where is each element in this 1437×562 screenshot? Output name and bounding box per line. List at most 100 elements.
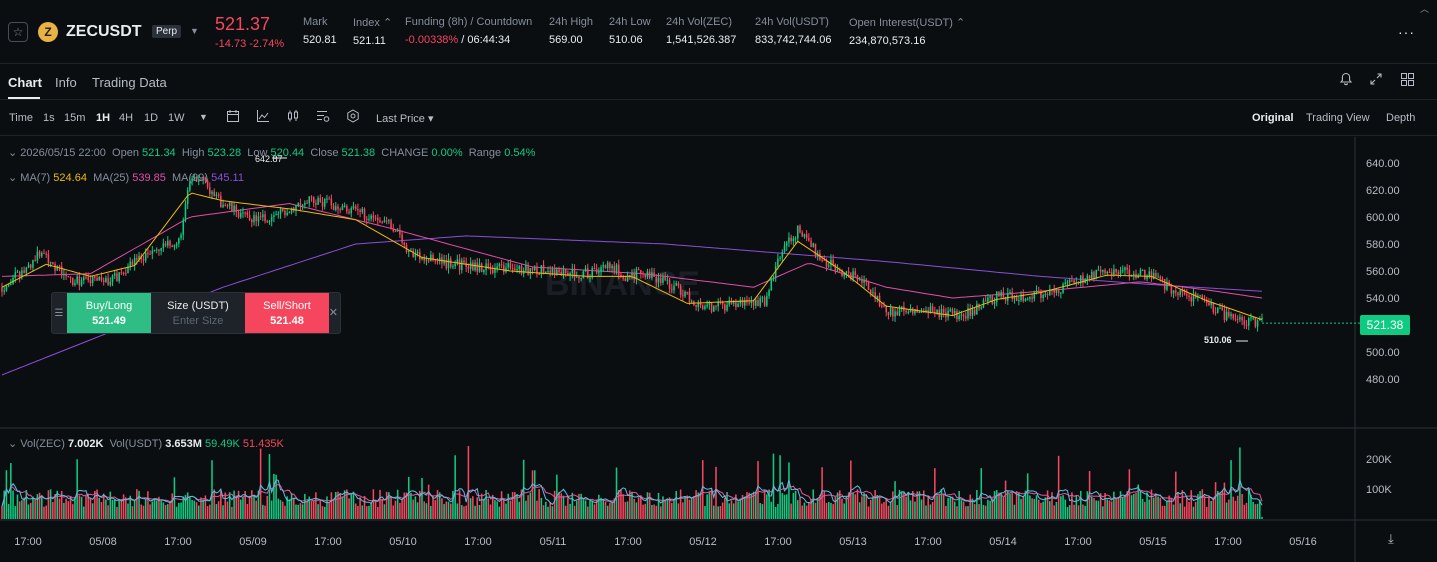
tab-info[interactable]: Info xyxy=(55,75,77,90)
price-chart[interactable]: BINANCE 640.00620.00600.00580.00560.0054… xyxy=(0,137,1437,562)
volume-bar xyxy=(332,499,335,519)
more-options-icon[interactable]: ··· xyxy=(1398,24,1415,40)
legend-collapse-icon[interactable]: ⌄ xyxy=(8,172,18,184)
candle-body xyxy=(856,275,859,280)
candle-body xyxy=(144,252,147,261)
candle-body xyxy=(869,289,872,293)
candle-body xyxy=(500,264,503,266)
chevron-up-icon[interactable]: ︿ xyxy=(1419,4,1429,14)
scroll-to-latest-icon[interactable]: ⤓ xyxy=(1388,531,1394,546)
tab-chart[interactable]: Chart xyxy=(8,75,42,90)
interval-dropdown-icon[interactable]: ▼ xyxy=(199,112,208,122)
volume-bar xyxy=(1015,491,1018,519)
volume-bar xyxy=(887,505,890,519)
candle-body xyxy=(737,303,739,308)
candle-body xyxy=(503,265,505,273)
legend-collapse-icon[interactable]: ⌄ xyxy=(8,147,18,159)
candle-body xyxy=(419,252,421,260)
interval-time[interactable]: Time xyxy=(9,112,34,124)
volume-bar xyxy=(222,505,224,519)
candle-body xyxy=(1175,290,1177,293)
current-price-tag: 521.38 xyxy=(1360,315,1410,335)
bell-icon[interactable] xyxy=(1337,72,1355,90)
star-icon[interactable]: ☆ xyxy=(8,22,28,42)
sell-short-button[interactable]: Sell/Short 521.48 xyxy=(245,293,329,333)
volume-bar xyxy=(863,493,865,519)
candle-body xyxy=(1128,269,1131,277)
view-original[interactable]: Original xyxy=(1252,112,1294,124)
close-icon[interactable]: ✕ xyxy=(328,307,338,319)
candle-body xyxy=(436,260,439,262)
candle-body xyxy=(1137,275,1139,278)
candle-body xyxy=(540,265,543,275)
candle-body xyxy=(379,220,381,222)
view-trading-view[interactable]: Trading View xyxy=(1306,112,1370,124)
interval-4h[interactable]: 4H xyxy=(119,112,134,124)
interval-1s[interactable]: 1s xyxy=(43,112,55,124)
volume-bar xyxy=(602,499,605,519)
gear-icon[interactable] xyxy=(346,109,360,126)
calendar-icon[interactable] xyxy=(226,109,240,126)
buy-long-button[interactable]: Buy/Long 521.49 xyxy=(67,293,151,333)
volume-bar xyxy=(149,504,151,519)
tab-trading-data[interactable]: Trading Data xyxy=(92,75,167,90)
candle-body xyxy=(1144,269,1146,280)
interval-1w[interactable]: 1W xyxy=(168,112,185,124)
candle-body xyxy=(467,266,470,269)
volume-bar xyxy=(211,460,213,519)
view-depth[interactable]: Depth xyxy=(1386,112,1416,124)
size-input[interactable]: Size (USDT) Enter Size xyxy=(151,293,245,333)
chart-settings-icon[interactable] xyxy=(316,109,331,126)
sell-price: 521.48 xyxy=(270,315,304,327)
volume-bar xyxy=(1247,489,1250,519)
interval-15m[interactable]: 15m xyxy=(64,112,86,124)
legend-collapse-icon[interactable]: ⌄ xyxy=(8,438,18,450)
candle-body xyxy=(854,271,857,276)
candle-body xyxy=(12,277,14,284)
drag-handle-icon[interactable]: ☰ xyxy=(54,307,64,319)
price-tick-label: 560.00 xyxy=(1366,266,1400,278)
interval-1d[interactable]: 1D xyxy=(144,112,159,124)
candle-body xyxy=(617,264,620,275)
volume-bar xyxy=(1130,495,1133,519)
close-value: 521.38 xyxy=(341,147,376,159)
candle-body xyxy=(812,243,815,247)
price-tick-label: 500.00 xyxy=(1366,347,1400,359)
volume-bar xyxy=(724,497,726,519)
candle-body xyxy=(87,277,89,281)
volume-bar xyxy=(226,501,229,519)
volume-bar xyxy=(675,490,677,519)
stat-open-interest[interactable]: Open Interest(USDT) ⌃ 234,870,573.16 xyxy=(849,16,965,47)
symbol-dropdown-chevron-icon[interactable]: ▼ xyxy=(190,26,199,36)
volume-bar xyxy=(721,502,724,519)
stat-index[interactable]: Index ⌃ 521.11 xyxy=(353,16,392,47)
expand-icon[interactable] xyxy=(1367,72,1385,90)
candle-body xyxy=(781,251,784,258)
candle-body xyxy=(980,307,983,309)
layout-grid-icon[interactable] xyxy=(1398,72,1416,90)
interval-1h[interactable]: 1H xyxy=(96,112,111,124)
stat-24h-vol-usdt: 24h Vol(USDT) 833,742,744.06 xyxy=(755,16,831,46)
candle-body xyxy=(323,198,326,207)
candle-body xyxy=(359,210,361,212)
candle-body xyxy=(525,264,527,271)
candle-body xyxy=(1042,294,1044,298)
indicator-icon[interactable] xyxy=(256,109,270,126)
candle-body xyxy=(1243,320,1246,325)
candle-body xyxy=(675,283,677,286)
volume-bar xyxy=(845,496,848,519)
symbol-name[interactable]: ZECUSDT xyxy=(66,23,142,40)
volume-bar xyxy=(766,494,768,519)
volume-bar xyxy=(790,503,792,519)
volume-bar xyxy=(421,477,423,519)
candle-body xyxy=(909,308,912,312)
candle-body xyxy=(109,281,112,285)
candle-body xyxy=(381,221,383,223)
volume-bar xyxy=(633,498,635,519)
candle-style-icon[interactable] xyxy=(286,109,300,126)
price-type-select[interactable]: Last Price ▾ xyxy=(376,113,434,125)
candle-body xyxy=(430,254,432,262)
volume-bar xyxy=(788,462,790,519)
candle-body xyxy=(872,292,874,294)
volume-bar xyxy=(368,505,370,519)
